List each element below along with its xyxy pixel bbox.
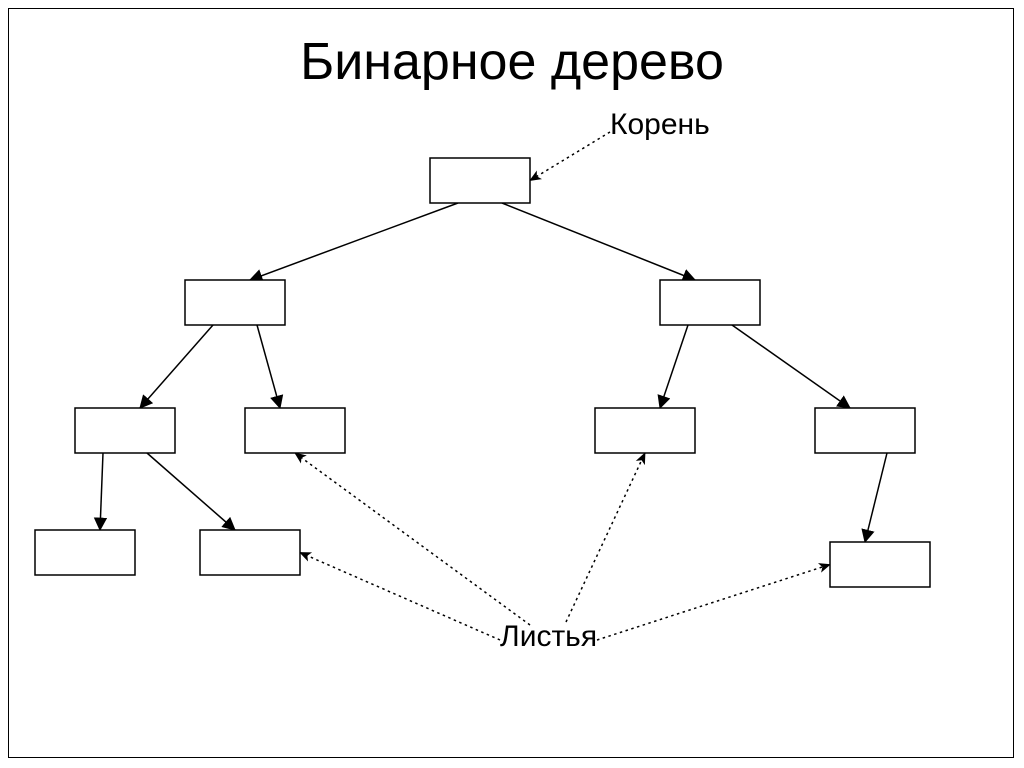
annotation-arrow [295,453,530,625]
tree-diagram [0,0,1024,768]
tree-node [200,530,300,575]
tree-edge [147,453,235,530]
annotation-arrow [566,453,645,622]
annotation-arrow [530,132,610,181]
tree-node [75,408,175,453]
tree-node [185,280,285,325]
tree-node [430,158,530,203]
tree-edge [660,325,688,408]
tree-node [35,530,135,575]
tree-edge [100,453,103,530]
tree-edge [502,203,695,280]
tree-node [595,408,695,453]
tree-edge [257,325,280,408]
tree-edge [140,325,213,408]
annotation-arrow [300,553,500,641]
tree-edge [732,325,850,408]
annotation-arrow [597,565,830,641]
tree-node [815,408,915,453]
tree-node [830,542,930,587]
tree-edge [250,203,458,280]
tree-edge [865,453,887,542]
tree-node [245,408,345,453]
tree-node [660,280,760,325]
